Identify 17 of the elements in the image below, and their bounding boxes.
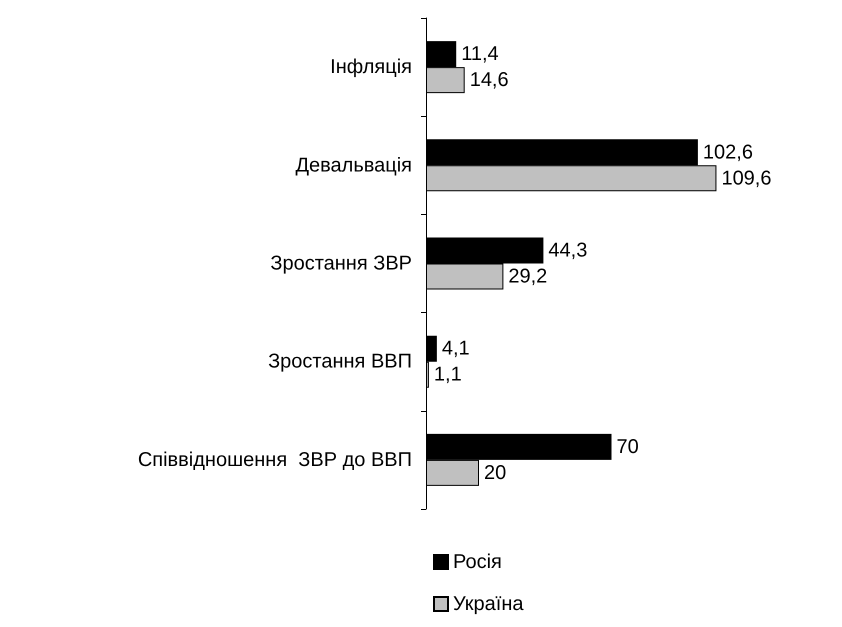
legend-label: Росія	[453, 551, 502, 573]
data-label: 4,1	[442, 338, 470, 360]
y-tick-label: Зростання ВВП	[268, 350, 412, 373]
data-label: 109,6	[721, 167, 772, 190]
data-label: 11,4	[461, 43, 499, 66]
data-label: 20	[484, 462, 506, 484]
data-label: 29,2	[508, 266, 548, 288]
data-label: 102,6	[702, 141, 753, 164]
y-tick-label: Співвідношення ЗВР до ВВП	[138, 448, 412, 471]
data-label: 70	[616, 436, 639, 458]
y-tick-label: Інфляція	[330, 56, 412, 78]
data-label: 14,6	[470, 69, 509, 92]
data-label: 44,3	[548, 240, 588, 262]
data-label: 1,1	[434, 364, 462, 386]
y-tick-label: Девальвація	[295, 154, 412, 176]
y-tick-label: Зростання ЗВР	[270, 252, 412, 274]
legend-label: Україна	[453, 593, 524, 615]
